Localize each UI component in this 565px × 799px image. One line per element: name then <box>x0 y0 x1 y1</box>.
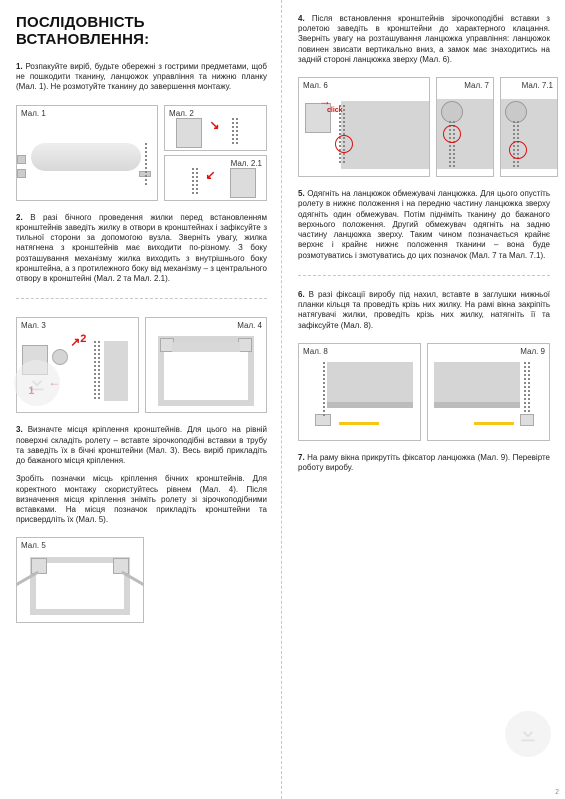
figure-7-label: Мал. 7 <box>437 78 493 90</box>
page-title: ПОСЛІДОВНІСТЬ ВСТАНОВЛЕННЯ: <box>16 14 267 48</box>
figure-3-label: Мал. 3 <box>17 318 138 330</box>
step-7-text: На раму вікна прикрутіть фіксатор ланцюж… <box>298 453 550 472</box>
divider-1 <box>16 298 267 299</box>
figure-9: Мал. 9 <box>427 343 550 441</box>
step-7: 7. На раму вікна прикрутіть фіксатор лан… <box>298 453 550 473</box>
figure-8-label: Мал. 8 <box>299 344 420 356</box>
figure-6: Мал. 6 → click <box>298 77 430 177</box>
watermark-icon-left <box>14 360 60 406</box>
figure-2-label: Мал. 2 <box>165 106 266 118</box>
fig-row-8-9: Мал. 8 Мал. 9 <box>298 343 550 441</box>
divider-2 <box>298 275 550 276</box>
figure-2-1-label: Мал. 2.1 <box>165 156 266 168</box>
right-column: 4. Після встановлення кронштейнів зірочк… <box>282 0 564 799</box>
figure-5-label: Мал. 5 <box>17 538 143 550</box>
watermark-icon <box>505 711 551 757</box>
step-6-text: В разі фіксації виробу під нахил, вставт… <box>298 290 550 330</box>
step-2: 2. В разі бічного проведення жилки перед… <box>16 213 267 285</box>
figure-2-1: Мал. 2.1 ↙ <box>164 155 267 201</box>
step-4-text: Після встановлення кронштейнів зірочкопо… <box>298 14 550 64</box>
fig-row-1-2: Мал. 1 Мал. 2 <box>16 105 267 201</box>
fig-row-3-4: Мал. 3 ↗ 2 ← 1 Мал. 4 <box>16 317 267 413</box>
figure-1: Мал. 1 <box>16 105 158 201</box>
figure-7-1: Мал. 7.1 <box>500 77 558 177</box>
figure-5: Мал. 5 <box>16 537 144 623</box>
figure-8: Мал. 8 <box>298 343 421 441</box>
step-6: 6. В разі фіксації виробу під нахил, вст… <box>298 290 550 331</box>
step-5-text: Одягніть на ланцюжок обмежувачі ланцюжка… <box>298 189 550 259</box>
page-number: 2 <box>555 789 559 796</box>
step-2-text: В разі бічного проведення жилки перед вс… <box>16 213 267 283</box>
figure-6-label: Мал. 6 <box>299 78 429 90</box>
step-3a: 3. Визначте місця кріплення кронштейнів.… <box>16 425 267 466</box>
step-3a-text: Визначте місця кріплення кронштейнів. Дл… <box>16 425 267 465</box>
step-3b: Зробіть позначки місць кріплення бічних … <box>16 474 267 525</box>
figure-2: Мал. 2 ↘ <box>164 105 267 151</box>
figure-7: Мал. 7 <box>436 77 494 177</box>
step-3b-text: Зробіть позначки місць кріплення бічних … <box>16 474 267 524</box>
figure-4-label: Мал. 4 <box>146 318 267 330</box>
figure-1-label: Мал. 1 <box>17 106 157 118</box>
click-label: click <box>327 107 343 114</box>
fig-row-5: Мал. 5 <box>16 537 267 623</box>
step-5: 5. Одягніть на ланцюжок обмежувачі ланцю… <box>298 189 550 261</box>
step-4: 4. Після встановлення кронштейнів зірочк… <box>298 14 550 65</box>
fig-row-6-7: Мал. 6 → click Мал. 7 <box>298 77 550 177</box>
figure-9-label: Мал. 9 <box>428 344 549 356</box>
figure-4: Мал. 4 <box>145 317 268 413</box>
step-1: 1. Розпакуйте виріб, будьте обережні з г… <box>16 62 267 93</box>
step-1-text: Розпакуйте виріб, будьте обережні з гост… <box>16 62 267 91</box>
figure-7-1-label: Мал. 7.1 <box>501 78 557 90</box>
